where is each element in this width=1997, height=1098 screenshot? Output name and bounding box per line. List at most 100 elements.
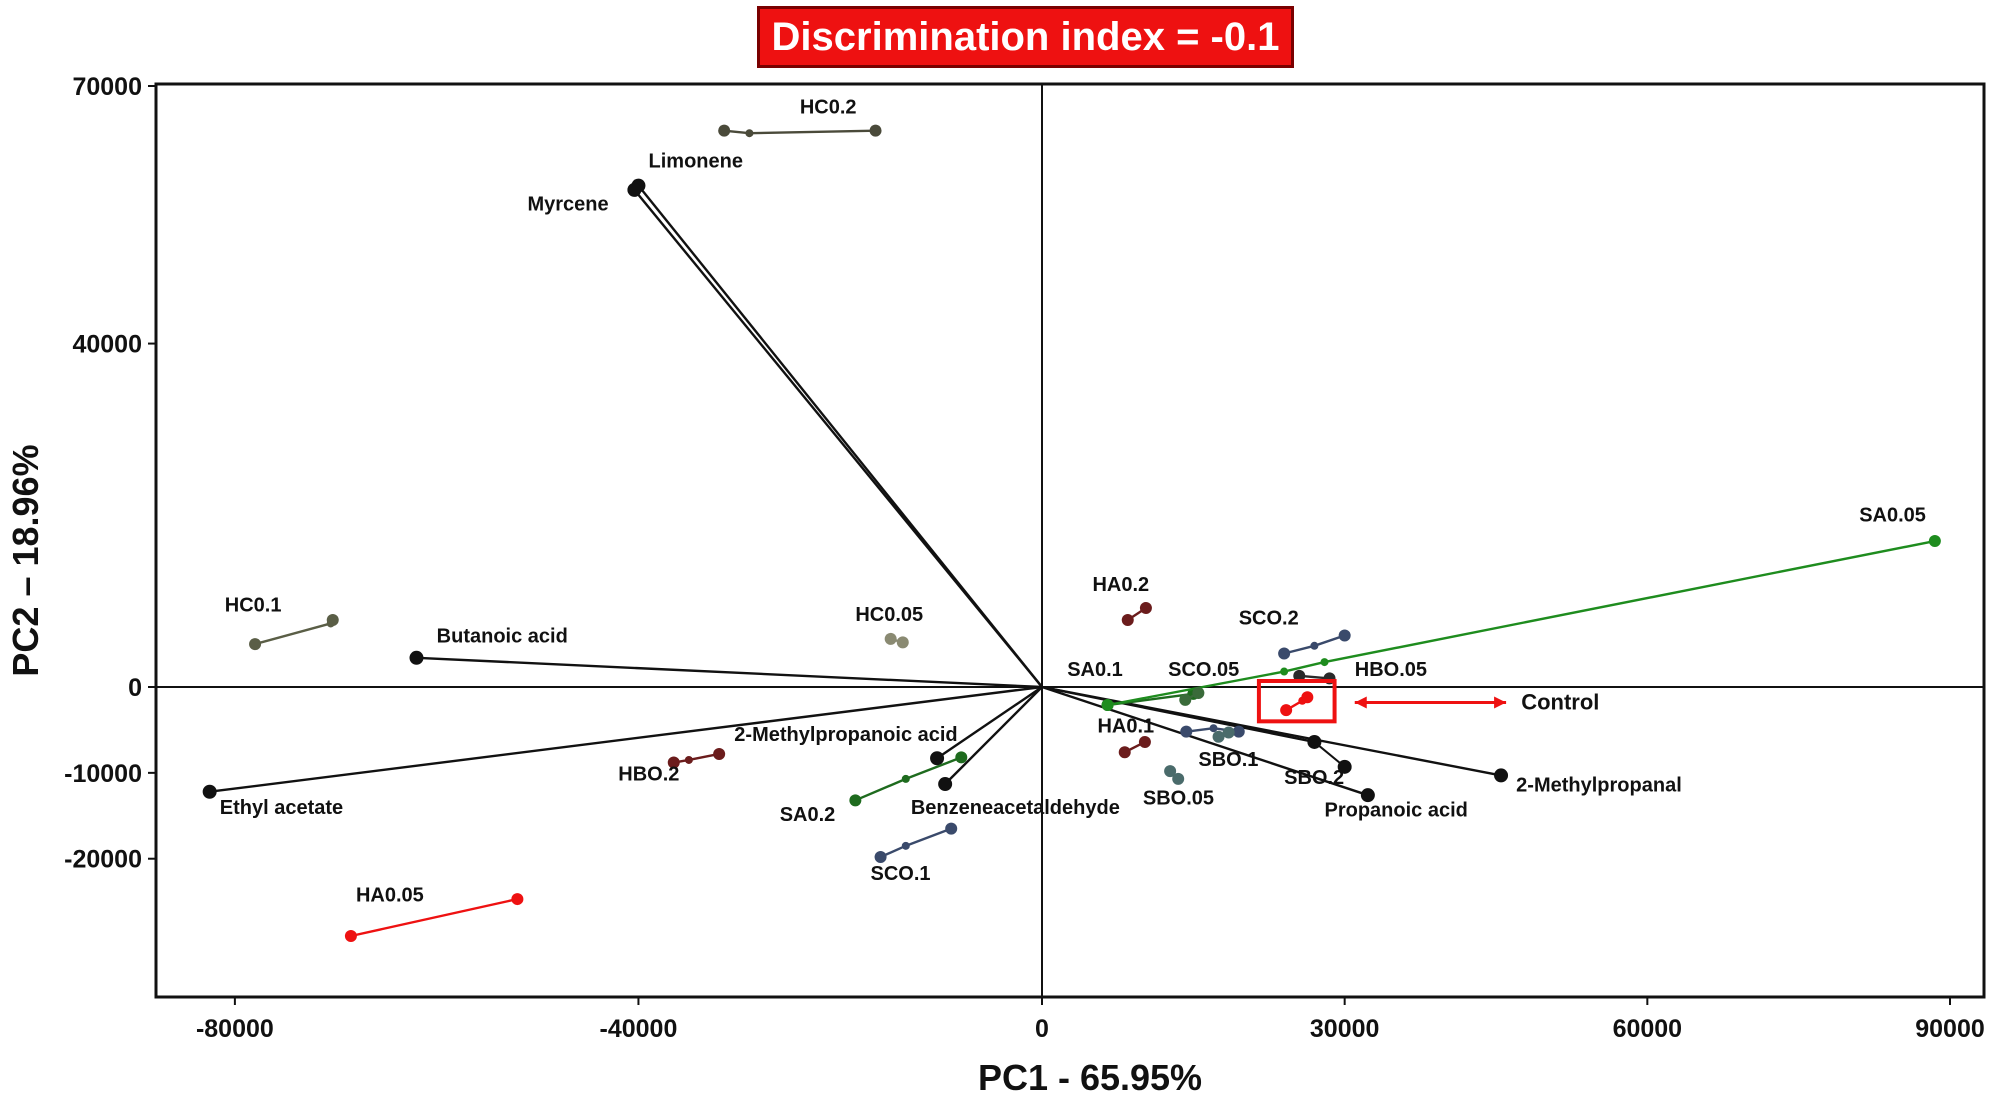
series-point <box>1209 724 1218 733</box>
control-arrowhead-right <box>1494 696 1507 709</box>
point-label: HA0.1 <box>1097 716 1154 738</box>
loading-point <box>938 777 953 792</box>
loading-vector <box>944 686 1043 785</box>
control-arrowhead-left <box>1354 696 1367 709</box>
series-point <box>1222 726 1235 739</box>
point-label: SCO.05 <box>1168 659 1239 681</box>
series-point <box>1138 735 1151 748</box>
loading-vector <box>209 685 1043 793</box>
point-label: 2-Methylpropanal <box>1516 775 1682 797</box>
series-point <box>1338 629 1351 642</box>
point-label: SCO.2 <box>1239 607 1299 629</box>
series-point <box>1301 691 1314 704</box>
point-label: Benzeneacetaldehyde <box>911 797 1120 819</box>
series-point <box>344 929 357 942</box>
point-label: SBO.1 <box>1198 749 1258 771</box>
axis-ticks: -80000 -40000 0 30000 60000 90000 70000 40000 0 -… <box>64 73 1985 1043</box>
discrimination-index-badge: Discrimination index = -0.1 <box>757 6 1294 68</box>
series-point <box>1164 765 1177 778</box>
series-point <box>1179 693 1192 706</box>
point-label: HC0.1 <box>225 594 282 616</box>
series-point <box>896 636 909 649</box>
series-point <box>684 755 693 764</box>
zero-axes <box>156 84 1984 997</box>
loading-point <box>202 784 217 799</box>
series-point <box>1172 772 1185 785</box>
series-point <box>884 632 897 645</box>
point-label: Ethyl acetate <box>220 797 343 819</box>
loading-point <box>1494 768 1509 783</box>
series-line <box>673 752 720 764</box>
series-point <box>1180 725 1193 738</box>
series-point <box>745 129 754 138</box>
loading-vector <box>1041 685 1315 744</box>
series-point <box>511 893 524 906</box>
sample-series <box>249 124 1941 942</box>
series-point <box>901 841 910 850</box>
y-tick-label: -20000 <box>64 846 142 874</box>
control-highlight <box>1256 678 1507 724</box>
x-tick-label: -40000 <box>600 1015 678 1043</box>
series-point <box>1232 725 1245 738</box>
x-tick-label: 90000 <box>1915 1015 1985 1043</box>
series-point <box>718 124 731 137</box>
point-label: HC0.2 <box>800 96 857 118</box>
point-label: SA0.1 <box>1067 659 1123 681</box>
point-label: Control <box>1521 689 1599 714</box>
plot-frame <box>154 82 1986 999</box>
loading-vectors <box>202 178 1509 803</box>
series-point <box>1139 602 1152 615</box>
loading-vector <box>416 656 1043 689</box>
point-label: HBO.05 <box>1355 659 1427 681</box>
series-point <box>1118 746 1131 759</box>
point-label: Limonene <box>649 151 743 173</box>
series-point <box>1320 658 1329 667</box>
y-tick-label: -10000 <box>64 760 142 788</box>
point-label: SBO.2 <box>1284 767 1344 789</box>
x-tick-label: 0 <box>1035 1015 1049 1043</box>
series-point <box>1280 704 1293 717</box>
series-point <box>955 751 968 764</box>
loading-vector <box>936 686 1043 760</box>
y-tick-label: 0 <box>128 674 142 702</box>
series-point <box>667 756 680 769</box>
plot-border <box>154 82 1986 999</box>
x-tick-label: 60000 <box>1613 1015 1683 1043</box>
loading-point <box>930 751 945 766</box>
series-line <box>254 619 334 646</box>
series-point <box>1121 614 1134 627</box>
x-tick-label: -80000 <box>196 1015 274 1043</box>
point-label: SA0.2 <box>780 804 836 826</box>
point-label: Butanoic acid <box>437 625 568 647</box>
series-point <box>901 774 910 783</box>
loading-point <box>627 182 642 197</box>
series-point <box>1212 730 1225 743</box>
point-label: SA0.05 <box>1859 504 1926 526</box>
y-axis-label: PC2 – 18.96% <box>5 444 46 676</box>
point-label: SBO.05 <box>1143 788 1214 810</box>
point-label: HA0.05 <box>356 885 424 907</box>
control-box <box>1256 678 1337 724</box>
loading-vector <box>1041 685 1369 797</box>
x-axis-label: PC1 - 65.95% <box>978 1057 1202 1098</box>
series-line <box>880 827 952 859</box>
series-point <box>1101 699 1114 712</box>
point-label: 2-Methylpropanoic acid <box>734 724 957 746</box>
y-tick-label: 40000 <box>72 331 142 359</box>
point-label: HBO.2 <box>618 764 679 786</box>
point-label: SCO.1 <box>870 863 930 885</box>
series-point <box>1928 535 1941 548</box>
series-point <box>945 822 958 835</box>
series-point <box>869 124 882 137</box>
series-point <box>1280 667 1289 676</box>
loading-vector <box>633 189 1043 688</box>
point-label: HC0.05 <box>855 604 923 626</box>
series-point <box>1293 669 1306 682</box>
point-label: Myrcene <box>527 193 608 215</box>
point-labels: HC0.2 Limonene Myrcene HC0.1 Butanoic acid HC… <box>220 96 1926 906</box>
series-point <box>874 850 887 863</box>
series-point <box>1310 641 1319 650</box>
series-line <box>350 897 518 938</box>
series-point <box>713 747 726 760</box>
y-tick-label: 70000 <box>72 73 142 101</box>
